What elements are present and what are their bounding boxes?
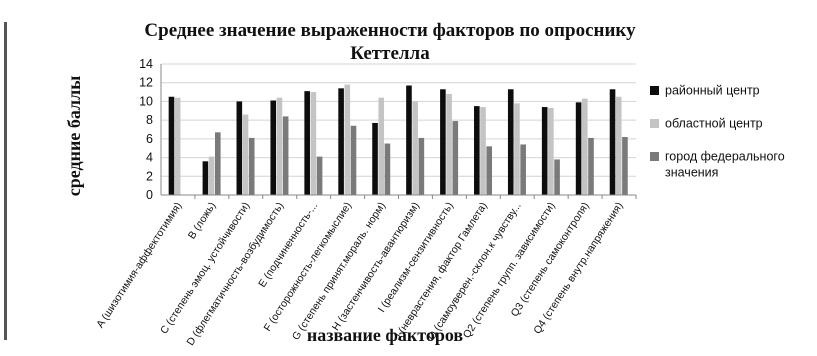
y-tick-label: 4: [146, 151, 153, 165]
bar: [350, 125, 357, 195]
bar: [520, 144, 526, 195]
bar: [418, 137, 425, 195]
legend-label: город федерального значения: [665, 150, 785, 180]
bar: [480, 107, 486, 195]
bar: [514, 103, 520, 195]
bar: [615, 96, 622, 195]
category-label: E (подчиненность-...: [256, 200, 320, 290]
bar: [310, 92, 317, 195]
legend-label: областной центр: [665, 117, 763, 131]
bar: [214, 132, 221, 195]
bar: [452, 121, 459, 195]
legend-swatch: [650, 119, 659, 128]
bar: [276, 97, 283, 195]
bar: [174, 97, 181, 195]
bar: [575, 102, 582, 195]
bar: [304, 91, 310, 195]
bar: [316, 156, 323, 195]
bar: [440, 89, 446, 195]
gridlines: [161, 63, 636, 196]
category-label: B (ложь): [186, 200, 219, 241]
y-tick-labels: 0 2 4 6 8 10 12 14: [139, 57, 153, 202]
bar: [168, 96, 175, 195]
y-tick-label: 2: [146, 169, 153, 183]
bar: [378, 97, 385, 195]
bar: [344, 84, 351, 195]
bar: [242, 114, 249, 195]
y-axis-title: средние баллы: [64, 76, 84, 197]
bar: [548, 107, 554, 195]
bar: [384, 143, 391, 195]
y-tick-label: 0: [146, 188, 153, 202]
axes: [160, 64, 637, 199]
x-axis-title: название факторов: [307, 325, 464, 345]
y-tick-label: 14: [139, 57, 153, 71]
y-tick-label: 6: [146, 132, 153, 146]
bar: [406, 85, 412, 195]
bar: [622, 136, 628, 195]
bar: [609, 89, 616, 195]
legend: районный центр областной центр город федер…: [650, 84, 785, 180]
bar: [412, 101, 418, 195]
bar: [507, 89, 514, 195]
legend-swatch: [650, 152, 659, 161]
y-tick-label: 8: [146, 113, 153, 127]
bar: [541, 107, 548, 195]
bar: [202, 161, 209, 195]
bar: [554, 159, 560, 195]
y-tick-label: 10: [139, 94, 153, 108]
bar: [282, 116, 289, 195]
bar: [208, 156, 215, 195]
bar: [474, 106, 480, 195]
bar: [588, 137, 594, 195]
bar: [236, 101, 243, 195]
bar: [248, 137, 255, 195]
legend-swatch: [650, 86, 659, 95]
bar: [270, 100, 277, 195]
bar: [486, 146, 493, 195]
y-tick-label: 12: [139, 76, 153, 90]
legend-label: районный центр: [665, 84, 760, 98]
chart-title-line-2: Кеттелла: [350, 43, 430, 64]
chart-title-line-1: Среднее значение выраженности факторов п…: [144, 20, 636, 41]
bar: [582, 98, 588, 195]
bar: [446, 93, 452, 195]
bar: [338, 88, 344, 195]
bar: [372, 122, 378, 195]
left-border-line: [4, 22, 7, 340]
bars: [168, 84, 628, 195]
